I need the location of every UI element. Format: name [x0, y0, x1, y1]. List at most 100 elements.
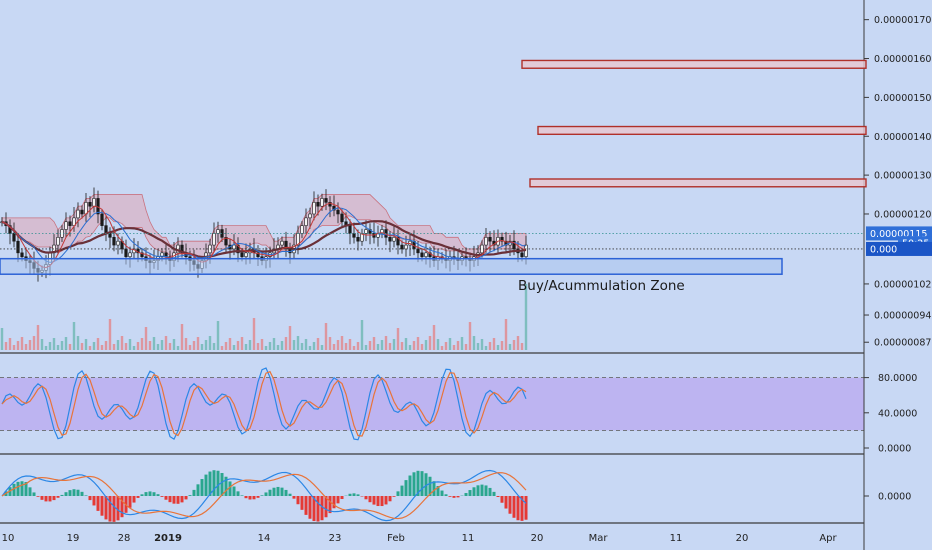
macd-histogram-bar: [112, 496, 116, 522]
macd-histogram-bar: [512, 496, 516, 518]
volume-bar: [84, 339, 88, 350]
candle-body: [80, 209, 84, 215]
volume-bar: [40, 339, 44, 350]
volume-bar: [168, 343, 172, 350]
volume-bar: [280, 341, 284, 350]
stochastic-tick-label: 80.0000: [878, 373, 917, 384]
volume-bar: [80, 343, 84, 350]
macd-histogram-bar: [128, 496, 132, 508]
time-axis-label: 11: [462, 533, 475, 544]
macd-histogram-bar: [420, 471, 424, 496]
candle-body: [108, 233, 112, 238]
macd-histogram-bar: [284, 489, 288, 496]
macd-histogram-bar: [280, 487, 284, 496]
candle-body: [56, 236, 60, 246]
macd-histogram-bar: [56, 496, 60, 498]
volume-bar: [468, 322, 472, 350]
candle-body: [424, 252, 428, 258]
macd-histogram-bar: [104, 496, 108, 520]
macd-histogram-bar: [48, 496, 52, 502]
macd-histogram-bar: [304, 496, 308, 515]
candle-body: [160, 252, 164, 258]
volume-bar: [232, 345, 236, 350]
volume-bar: [460, 337, 464, 350]
volume-bar: [320, 345, 324, 350]
volume-bar: [360, 320, 364, 350]
macd-histogram-bar: [256, 496, 260, 498]
volume-bar: [104, 341, 108, 350]
macd-histogram-bar: [520, 496, 524, 521]
candle-body: [312, 202, 316, 215]
volume-bar: [472, 336, 476, 350]
price-tick-label: 0.00000087: [874, 338, 931, 349]
macd-histogram-bar: [244, 496, 248, 499]
volume-bar: [480, 339, 484, 350]
macd-histogram-bar: [328, 496, 332, 514]
volume-bar: [276, 345, 280, 350]
price-tick-label: 0.00000120: [874, 209, 931, 220]
candle-body: [308, 213, 312, 219]
target-1-box[interactable]: [521, 59, 867, 69]
volume-bar: [224, 342, 228, 350]
macd-histogram-bar: [152, 492, 156, 496]
time-axis-label: 11: [670, 533, 683, 544]
price-tick-label: 0.00000094: [874, 311, 931, 322]
macd-histogram-bar: [192, 489, 196, 496]
macd-signal-line: [1, 472, 527, 520]
volume-bar: [152, 337, 156, 350]
volume-bar: [156, 344, 160, 350]
macd-pane: [1, 469, 528, 522]
target-3-box[interactable]: [529, 178, 867, 188]
volume-bar: [212, 343, 216, 350]
volume-bar: [20, 337, 24, 350]
macd-line: [1, 469, 527, 522]
macd-histogram-bar: [500, 496, 504, 503]
volume-bar: [272, 338, 276, 350]
macd-histogram-bar: [316, 496, 320, 522]
candle-body: [388, 236, 392, 242]
candle-body: [216, 229, 220, 234]
volume-bar: [344, 343, 348, 350]
macd-histogram-bar: [376, 496, 380, 507]
candle-body: [76, 209, 80, 219]
candle-body: [416, 248, 420, 254]
macd-histogram-bar: [272, 487, 276, 496]
buy-zone-box[interactable]: [0, 257, 783, 275]
volume-bar: [424, 340, 428, 350]
macd-histogram-bar: [120, 496, 124, 518]
macd-histogram-bar: [492, 491, 496, 496]
volume-bar: [312, 342, 316, 350]
annotations[interactable]: Buy/Acummulation Zone: [0, 59, 867, 294]
volume-bar: [24, 344, 28, 350]
volume-bar: [508, 344, 512, 350]
volume-bar: [36, 325, 40, 350]
time-axis-label: 19: [67, 533, 80, 544]
price-badges: 0.0000011550:250.000: [866, 226, 932, 256]
candle-body: [244, 252, 248, 258]
time-axis-label: Mar: [589, 533, 609, 544]
volume-bar: [432, 325, 436, 350]
candle-body: [480, 244, 484, 254]
macd-histogram-bar: [408, 475, 412, 496]
candle-body: [96, 198, 100, 215]
candle-body: [404, 244, 408, 250]
volume-bar: [244, 344, 248, 350]
macd-histogram-bar: [96, 496, 100, 511]
macd-histogram-bar: [452, 496, 456, 498]
volume-bar: [316, 338, 320, 350]
volume-bar: [180, 324, 184, 350]
price-badge-label: 0.00000115: [870, 229, 927, 240]
volume-bar: [500, 341, 504, 350]
moving-average-line: [1, 220, 527, 259]
candle-body: [324, 198, 328, 203]
volume-bar: [332, 344, 336, 350]
target-2-box[interactable]: [537, 125, 867, 136]
volume-bar: [440, 346, 444, 350]
candle-body: [20, 252, 24, 258]
macd-histogram-bar: [428, 476, 432, 496]
macd-histogram-bar: [68, 490, 72, 496]
macd-histogram-bar: [524, 496, 528, 520]
macd-histogram-bar: [468, 490, 472, 496]
candle-body: [68, 221, 72, 226]
